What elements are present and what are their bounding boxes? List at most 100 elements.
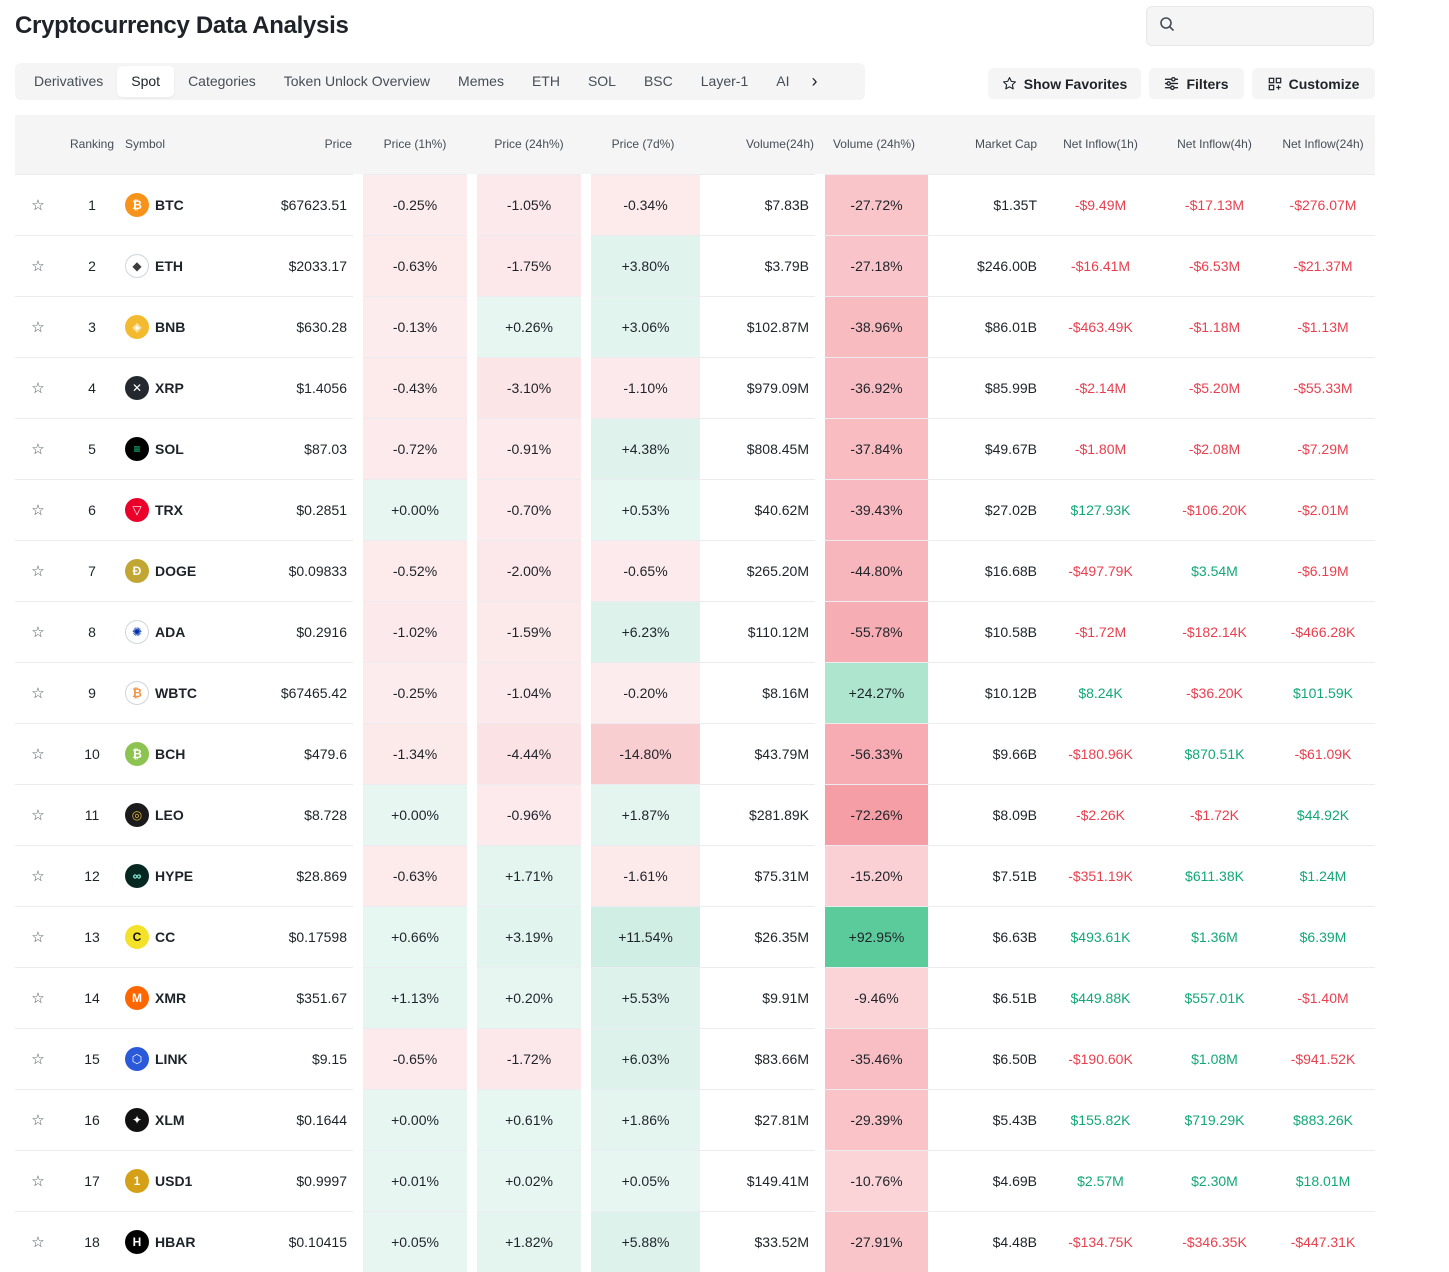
col-price[interactable]: Price	[324, 137, 352, 152]
symbol-cell[interactable]: ◆ ETH	[123, 235, 223, 296]
star-icon[interactable]: ☆	[31, 1172, 45, 1190]
tab-sol[interactable]: SOL	[587, 73, 616, 89]
table-row[interactable]: ☆ 13 C CC $0.17598 +0.66% +3.19% +11.54% $26.35M…	[15, 906, 1375, 967]
symbol-cell[interactable]: ◎ LEO	[123, 784, 223, 845]
table-row[interactable]: ☆ 9 ₿ WBTC $67465.42 -0.25% -1.04% -0.20% $8.16M…	[15, 662, 1375, 723]
star-icon[interactable]: ☆	[31, 989, 45, 1007]
table-row[interactable]: ☆ 1 ₿ BTC $67623.51 -0.25% -1.05% -0.34% $7.83B -…	[15, 174, 1375, 235]
symbol-cell[interactable]: ✕ XRP	[123, 357, 223, 418]
tab-layer-1[interactable]: Layer-1	[700, 73, 749, 89]
star-icon[interactable]: ☆	[31, 867, 45, 885]
monero-icon: M	[125, 985, 149, 1010]
price-1h-cell: +0.00%	[353, 1089, 472, 1150]
symbol-cell[interactable]: ∞ HYPE	[123, 845, 223, 906]
table-row[interactable]: ☆ 11 ◎ LEO $8.728 +0.00% -0.96% +1.87% $281.89K -…	[15, 784, 1375, 845]
filters-button[interactable]: Filters	[1149, 68, 1244, 99]
symbol-cell[interactable]: ₿ BCH	[123, 723, 223, 784]
star-icon[interactable]: ☆	[31, 1050, 45, 1068]
table-row[interactable]: ☆ 5 ≡ SOL $87.03 -0.72% -0.91% +4.38% $808.45M -3…	[15, 418, 1375, 479]
col-price-24h[interactable]: Price (24h%)	[494, 137, 564, 152]
xrp-icon: ✕	[125, 375, 149, 400]
star-icon[interactable]: ☆	[31, 1111, 45, 1129]
star-icon[interactable]: ☆	[31, 257, 45, 275]
star-icon[interactable]: ☆	[31, 623, 45, 641]
rank-cell: 17	[84, 1172, 100, 1189]
star-icon[interactable]: ☆	[31, 684, 45, 702]
table-row[interactable]: ☆ 7 Ð DOGE $0.09833 -0.52% -2.00% -0.65% $265.20…	[15, 540, 1375, 601]
price-24h-cell: +0.61%	[467, 1089, 586, 1150]
net-inflow-1h-cell: -$2.14M	[1074, 379, 1127, 396]
tab-ai[interactable]: AI	[776, 73, 790, 89]
star-icon[interactable]: ☆	[31, 928, 45, 946]
price-24h-cell: +0.20%	[467, 967, 586, 1028]
table-row[interactable]: ☆ 4 ✕ XRP $1.4056 -0.43% -3.10% -1.10% $979.09M -…	[15, 357, 1375, 418]
table-row[interactable]: ☆ 10 ₿ BCH $479.6 -1.34% -4.44% -14.80% $43.79M -…	[15, 723, 1375, 784]
table-row[interactable]: ☆ 15 ⬡ LINK $9.15 -0.65% -1.72% +6.03% $83.66M -3…	[15, 1028, 1375, 1089]
tab-memes[interactable]: Memes	[458, 73, 504, 89]
symbol-cell[interactable]: ≡ SOL	[123, 418, 223, 479]
col-net-inflow-24h[interactable]: Net Inflow(24h)	[1282, 137, 1364, 152]
symbol-cell[interactable]: C CC	[123, 906, 223, 967]
star-icon[interactable]: ☆	[31, 318, 45, 336]
symbol-cell[interactable]: ₿ BTC	[123, 174, 223, 235]
price-cell: $67623.51	[280, 196, 347, 213]
symbol-cell[interactable]: ▽ TRX	[123, 479, 223, 540]
col-volume-24h-pct[interactable]: Volume (24h%)	[832, 137, 916, 152]
net-inflow-24h-cell: -$6.19M	[1297, 562, 1349, 579]
table-row[interactable]: ☆ 17 1 USD1 $0.9997 +0.01% +0.02% +0.05% $149.41…	[15, 1150, 1375, 1211]
tab-spot[interactable]: Spot	[117, 66, 175, 97]
col-net-inflow-4h[interactable]: Net Inflow(4h)	[1177, 137, 1252, 152]
tab-bsc[interactable]: BSC	[643, 73, 673, 89]
star-icon[interactable]: ☆	[31, 1233, 45, 1251]
symbol-cell[interactable]: ⬡ LINK	[123, 1028, 223, 1089]
symbol-label: HBAR	[155, 1233, 196, 1250]
table-row[interactable]: ☆ 12 ∞ HYPE $28.869 -0.63% +1.71% -1.61% $75.31M…	[15, 845, 1375, 906]
col-market-cap[interactable]: Market Cap	[974, 137, 1037, 152]
net-inflow-24h-cell: $883.26K	[1293, 1111, 1353, 1128]
symbol-cell[interactable]: M XMR	[123, 967, 223, 1028]
show-favorites-button[interactable]: Show Favorites	[988, 68, 1141, 99]
symbol-cell[interactable]: ₿ WBTC	[123, 662, 223, 723]
net-inflow-24h-cell: -$7.29M	[1297, 440, 1349, 457]
net-inflow-4h-cell: $870.51K	[1184, 745, 1245, 762]
star-icon[interactable]: ☆	[31, 501, 45, 519]
net-inflow-24h-cell: -$2.01M	[1297, 501, 1349, 518]
search-box[interactable]	[1146, 6, 1374, 46]
table-row[interactable]: ☆ 16 ✦ XLM $0.1644 +0.00% +0.61% +1.86% $27.81M -…	[15, 1089, 1375, 1150]
table-row[interactable]: ☆ 14 M XMR $351.67 +1.13% +0.20% +5.53% $9.91M -9…	[15, 967, 1375, 1028]
table-row[interactable]: ☆ 8 ✺ ADA $0.2916 -1.02% -1.59% +6.23% $110.12M -…	[15, 601, 1375, 662]
tab-derivatives[interactable]: Derivatives	[34, 73, 104, 89]
symbol-cell[interactable]: ◈ BNB	[123, 296, 223, 357]
table-row[interactable]: ☆ 6 ▽ TRX $0.2851 +0.00% -0.70% +0.53% $40.62M -3…	[15, 479, 1375, 540]
col-net-inflow-1h[interactable]: Net Inflow(1h)	[1063, 137, 1138, 152]
star-icon[interactable]: ☆	[31, 745, 45, 763]
chevron-right-icon[interactable]: ›	[811, 71, 818, 91]
tab-categories[interactable]: Categories	[188, 73, 256, 89]
col-price-7d[interactable]: Price (7d%)	[611, 137, 675, 152]
star-icon[interactable]: ☆	[31, 379, 45, 397]
star-icon[interactable]: ☆	[31, 562, 45, 580]
table-row[interactable]: ☆ 2 ◆ ETH $2033.17 -0.63% -1.75% +3.80% $3.79B -2…	[15, 235, 1375, 296]
col-volume-24h[interactable]: Volume(24h)	[745, 137, 814, 152]
star-icon[interactable]: ☆	[31, 196, 45, 214]
price-24h-cell: -1.75%	[467, 235, 586, 296]
table-row[interactable]: ☆ 3 ◈ BNB $630.28 -0.13% +0.26% +3.06% $102.87M -…	[15, 296, 1375, 357]
search-input[interactable]	[1183, 17, 1367, 35]
star-icon[interactable]: ☆	[31, 806, 45, 824]
symbol-cell[interactable]: 1 USD1	[123, 1150, 223, 1211]
price-7d-cell: +1.87%	[581, 784, 700, 845]
tab-token-unlock-overview[interactable]: Token Unlock Overview	[283, 73, 431, 89]
star-icon[interactable]: ☆	[31, 440, 45, 458]
net-inflow-24h-cell: $44.92K	[1296, 806, 1350, 823]
tab-eth[interactable]: ETH	[531, 73, 560, 89]
volume-24h-pct-cell: -10.76%	[815, 1150, 928, 1211]
table-row[interactable]: ☆ 18 H HBAR $0.10415 +0.05% +1.82% +5.88% $33.52…	[15, 1211, 1375, 1272]
col-price-1h[interactable]: Price (1h%)	[383, 137, 447, 152]
col-ranking[interactable]: Ranking	[69, 137, 115, 152]
symbol-cell[interactable]: Ð DOGE	[123, 540, 223, 601]
customize-button[interactable]: Customize	[1252, 68, 1375, 99]
symbol-cell[interactable]: ✦ XLM	[123, 1089, 223, 1150]
wrapped-bitcoin-icon: ₿	[125, 680, 149, 705]
symbol-cell[interactable]: H HBAR	[123, 1211, 223, 1272]
symbol-cell[interactable]: ✺ ADA	[123, 601, 223, 662]
